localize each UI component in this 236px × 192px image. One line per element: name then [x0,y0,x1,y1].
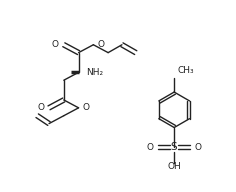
Text: O: O [97,40,104,49]
Text: CH₃: CH₃ [177,66,194,75]
Text: O: O [83,103,89,112]
Text: OH: OH [167,162,181,171]
Text: NH₂: NH₂ [86,68,104,77]
Text: O: O [37,103,44,112]
Text: S: S [171,142,177,152]
Text: O: O [195,143,202,152]
Text: O: O [147,143,153,152]
Text: O: O [52,40,59,49]
